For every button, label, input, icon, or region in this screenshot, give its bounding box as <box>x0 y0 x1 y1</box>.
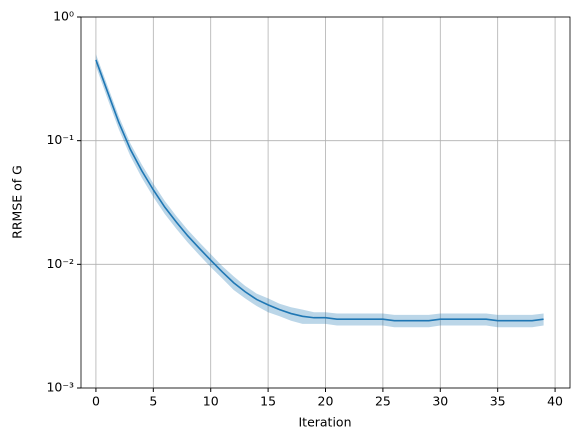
y-tick-label: 10⁻³ <box>46 380 74 395</box>
y-axis-label: RRMSE of G <box>10 165 25 239</box>
line <box>95 59 544 322</box>
x-tick-label: 0 <box>92 394 100 409</box>
confidence-band <box>95 54 544 328</box>
x-tick-label: 10 <box>203 394 219 409</box>
x-tick-label: 20 <box>318 394 334 409</box>
plot-frame <box>80 16 571 389</box>
x-tick-label: 35 <box>490 394 506 409</box>
x-tick-label: 25 <box>375 394 391 409</box>
x-axis-label: Iteration <box>298 415 351 430</box>
y-tick-label: 10⁰ <box>53 9 74 24</box>
y-tick-label: 10⁻² <box>46 256 74 271</box>
x-tick-label: 40 <box>547 394 563 409</box>
x-tick-label: 5 <box>149 394 157 409</box>
y-tick-label: 10⁻¹ <box>46 132 74 147</box>
x-tick-label: 15 <box>260 394 276 409</box>
x-tick-label: 30 <box>432 394 448 409</box>
